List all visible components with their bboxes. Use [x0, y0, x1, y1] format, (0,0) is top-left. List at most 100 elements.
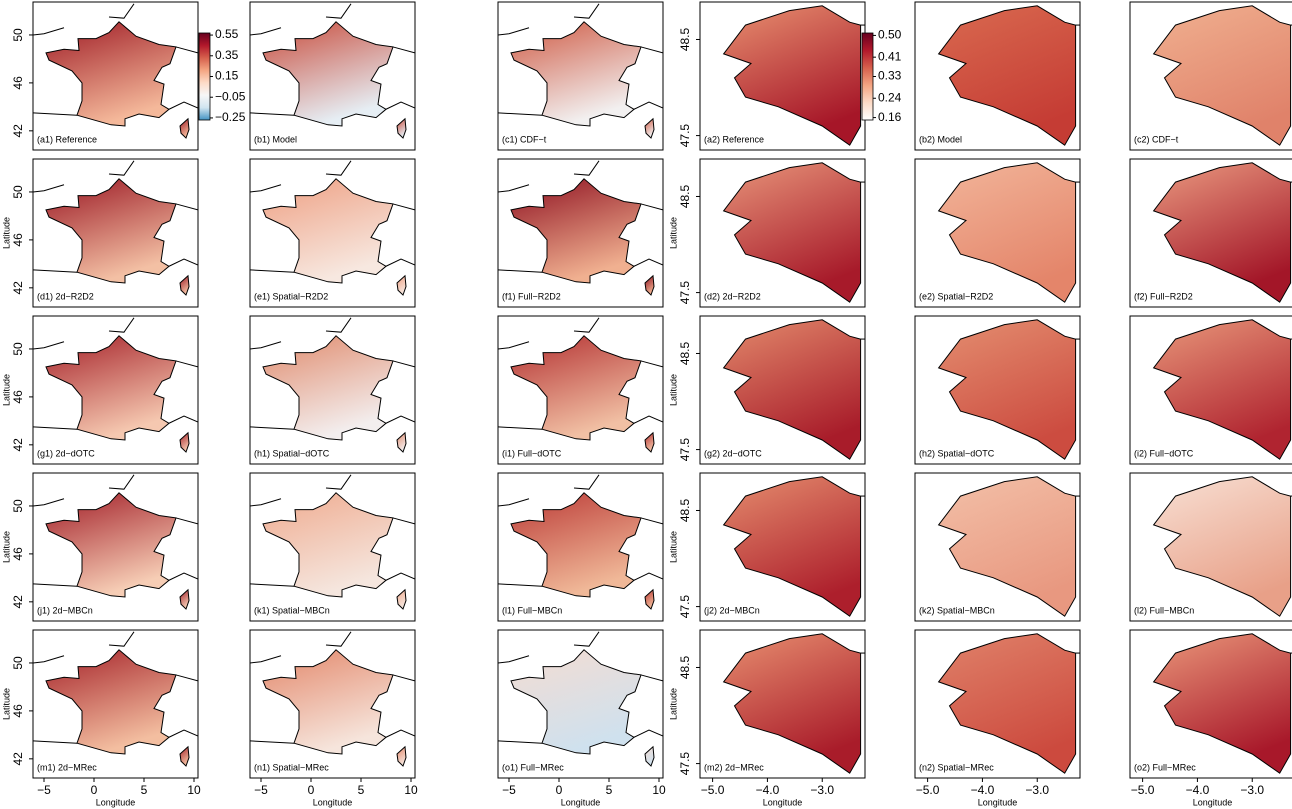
x-tick-label: −4.0 — [756, 783, 780, 797]
map-panel: (l1) Full−MBCn — [497, 472, 664, 622]
map-field — [45, 492, 177, 598]
panel-frame — [249, 472, 416, 622]
panel-label: (n2) Spatial−MRec — [919, 762, 994, 772]
colorbar-tick-label: 0.55 — [215, 27, 239, 41]
panel-label: (m1) 2d−MRec — [37, 762, 97, 772]
map-field — [262, 492, 394, 598]
panel-label: (a2) Reference — [704, 134, 764, 144]
map-panel: (i2) Full−dOTC — [1129, 315, 1292, 465]
y-axis-label: Latitude — [668, 688, 678, 720]
panel-label: (l1) Full−MBCn — [502, 605, 562, 615]
panel-label: (c2) CDF−t — [1134, 134, 1179, 144]
y-tick-label: 46 — [11, 390, 25, 404]
y-tick-label: 50 — [11, 499, 25, 513]
y-tick-label: 46 — [11, 233, 25, 247]
y-axis-label: Latitude — [1, 217, 11, 249]
x-tick-label: −5.0 — [1131, 783, 1155, 797]
panel-frame — [914, 158, 1081, 308]
panel-label: (k2) Spatial−MBCn — [919, 605, 995, 615]
panel-frame — [1129, 1, 1292, 151]
map-panel: (h2) Spatial−dOTC — [914, 315, 1081, 465]
panel-frame — [497, 1, 664, 151]
colorbar-tick-label: 0.24 — [878, 90, 902, 104]
map-field — [1152, 319, 1292, 460]
panel-frame — [497, 629, 664, 779]
colorbar: 0.55 0.35 0.15 −0.05 −0.25 — [198, 27, 246, 124]
panel-frame — [914, 315, 1081, 465]
map-field — [45, 178, 177, 284]
y-tick-label: 42 — [11, 438, 25, 452]
map-field — [937, 633, 1077, 774]
panel-label: (o2) Full−MRec — [1134, 762, 1196, 772]
map-panel: (d1) 2d−R2D2 42 46 50 Latitude — [1, 158, 199, 308]
colorbar-tick-label: 0.50 — [878, 28, 902, 42]
panel-frame — [249, 315, 416, 465]
panel-frame — [249, 1, 416, 151]
map-field — [937, 162, 1077, 303]
map-field — [510, 492, 642, 598]
coastline — [33, 474, 198, 587]
panel-label: (b2) Model — [919, 134, 962, 144]
y-axis-label: Latitude — [1, 531, 11, 563]
map-field — [45, 335, 177, 441]
map-panel: (b2) Model — [914, 1, 1081, 151]
map-panel: (f2) Full−R2D2 — [1129, 158, 1292, 308]
x-tick-label: −5 — [37, 783, 51, 797]
map-field — [179, 588, 190, 610]
coastline — [498, 474, 663, 587]
y-axis-label: Latitude — [668, 531, 678, 563]
panel-label: (i1) Full−dOTC — [502, 448, 562, 458]
map-panel: (c2) CDF−t — [1129, 1, 1292, 151]
map-field — [722, 5, 862, 146]
x-tick-label: −5 — [502, 783, 516, 797]
y-tick-label: 48.5 — [678, 498, 692, 522]
coastline — [33, 160, 198, 273]
y-tick-label: 50 — [11, 342, 25, 356]
map-field — [1152, 633, 1292, 774]
map-field — [722, 319, 862, 460]
map-field — [262, 649, 394, 755]
y-tick-label: 50 — [11, 185, 25, 199]
map-field — [1152, 476, 1292, 617]
map-field — [722, 476, 862, 617]
map-field — [262, 335, 394, 441]
panel-frame — [914, 1, 1081, 151]
panel-frame — [497, 472, 664, 622]
panel-frame — [699, 158, 866, 308]
panel-frame — [1129, 158, 1292, 308]
panel-frame — [497, 315, 664, 465]
panel-frame — [32, 158, 199, 308]
map-panel: (j1) 2d−MBCn 42 46 50 Latitude — [1, 472, 199, 622]
y-tick-label: 46 — [11, 76, 25, 90]
map-field — [396, 588, 407, 610]
x-tick-label: 10 — [652, 783, 666, 797]
map-field — [644, 117, 655, 139]
panel-label: (j1) 2d−MBCn — [37, 605, 93, 615]
y-tick-label: 46 — [11, 704, 25, 718]
map-panel: (h1) Spatial−dOTC — [249, 315, 416, 465]
x-axis-label: Longitude — [313, 797, 353, 807]
coastline — [250, 160, 415, 273]
y-tick-label: 48.5 — [678, 341, 692, 365]
y-tick-label: 50 — [11, 656, 25, 670]
map-field — [644, 431, 655, 453]
x-tick-label: −3.0 — [1240, 783, 1264, 797]
panel-label: (c1) CDF−t — [502, 134, 547, 144]
map-panel: (i1) Full−dOTC — [497, 315, 664, 465]
panel-label: (o1) Full−MRec — [502, 762, 564, 772]
map-field — [396, 274, 407, 296]
x-tick-label: −4.0 — [971, 783, 995, 797]
y-tick-label: 42 — [11, 595, 25, 609]
coastline — [33, 631, 198, 744]
y-tick-label: 42 — [11, 752, 25, 766]
panel-label: (l2) Full−MBCn — [1134, 605, 1194, 615]
x-tick-label: −5.0 — [701, 783, 725, 797]
map-panel: (c1) CDF−t — [497, 1, 664, 151]
map-field — [45, 649, 177, 755]
panel-label: (j2) 2d−MBCn — [704, 605, 760, 615]
colorbar: 0.50 0.41 0.33 0.24 0.16 — [861, 28, 902, 124]
x-axis-label: Longitude — [1193, 797, 1233, 807]
colorbar-scale — [861, 32, 874, 121]
